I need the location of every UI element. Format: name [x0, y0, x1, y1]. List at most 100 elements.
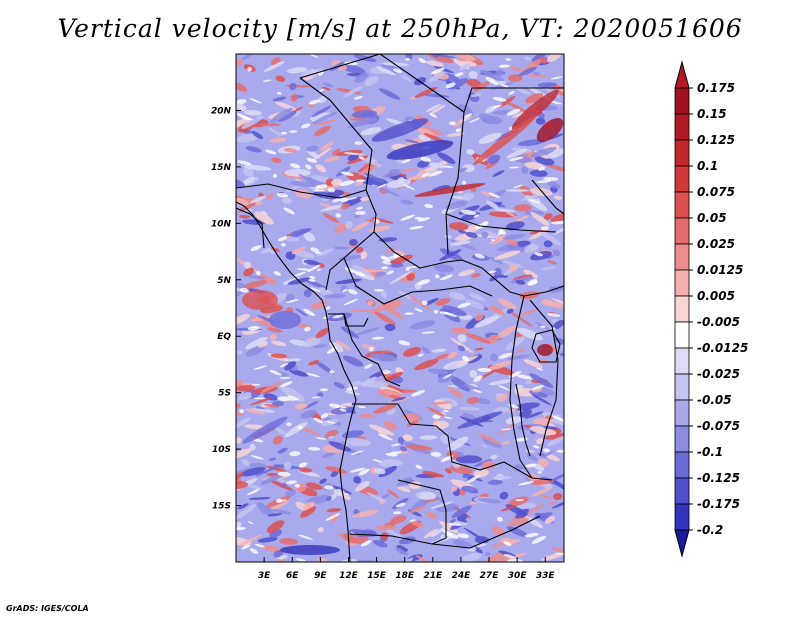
field-streak: [435, 353, 450, 360]
field-white-streak: [381, 369, 391, 375]
colorbar-label: -0.0125: [697, 341, 748, 355]
field-streak: [525, 516, 544, 529]
colorbar-label: 0.15: [697, 107, 727, 121]
field-streak: [364, 172, 386, 184]
field-white-streak: [237, 160, 252, 166]
field-streak: [529, 169, 548, 177]
field-streak: [327, 435, 335, 439]
field-white-streak: [327, 187, 336, 193]
field-streak: [523, 56, 532, 61]
field-white-streak: [468, 117, 481, 123]
field-streak: [328, 441, 352, 452]
border-congo: [343, 313, 401, 387]
field-white-streak: [429, 113, 438, 118]
field-streak: [342, 355, 364, 367]
field-streak: [312, 147, 332, 161]
field-streak: [390, 254, 413, 265]
field-streak: [509, 276, 534, 284]
field-streak: [273, 549, 284, 558]
field-streak: [489, 256, 504, 265]
field-streak: [302, 401, 319, 410]
field-white-streak: [320, 413, 329, 419]
colorbar-label: 0.005: [697, 289, 735, 303]
field-streak: [543, 240, 553, 248]
field-white-streak: [236, 98, 247, 104]
field-white-streak: [536, 367, 544, 371]
field-streak: [272, 400, 284, 407]
field-streak: [466, 396, 479, 405]
field-white-streak: [373, 288, 385, 292]
colorbar-segment: [674, 451, 690, 479]
field-streak: [439, 160, 448, 165]
field-streak: [326, 508, 342, 513]
field-streak: [352, 509, 379, 518]
field-streak: [277, 447, 288, 454]
field-white-streak: [440, 274, 453, 281]
field-streak: [272, 508, 292, 515]
field-white-streak: [492, 96, 507, 102]
field-streak: [552, 249, 561, 257]
field-streak: [268, 127, 283, 137]
field-streak: [503, 100, 529, 114]
field-white-streak: [442, 410, 449, 413]
field-streak: [317, 287, 334, 297]
field-streak: [399, 446, 407, 452]
field-streak: [236, 403, 241, 409]
field-white-streak: [503, 541, 512, 546]
field-streak: [374, 468, 386, 475]
field-white-streak: [279, 381, 293, 388]
field-streak: [364, 76, 379, 87]
field-streak: [550, 479, 564, 493]
field-streak: [306, 145, 319, 152]
field-white-streak: [392, 68, 403, 73]
field-streak: [414, 359, 439, 371]
colorbar-top-arrow: [674, 60, 690, 89]
field-white-streak: [247, 488, 260, 496]
field-white-streak: [310, 287, 321, 293]
field-streak: [241, 459, 250, 466]
field-streak: [236, 59, 244, 67]
field-white-streak: [332, 314, 343, 319]
field-streak: [242, 176, 256, 185]
field-white-streak: [417, 217, 430, 222]
field-white-streak: [262, 79, 272, 82]
field-white-streak: [360, 540, 372, 547]
field-streak: [491, 526, 505, 536]
colorbar-label: -0.005: [697, 315, 740, 329]
field-streak: [447, 436, 469, 451]
field-streak: [358, 164, 377, 176]
field-streak: [429, 104, 446, 115]
field-white-streak: [353, 96, 363, 100]
field-white-streak: [350, 450, 364, 456]
field-streak: [385, 371, 403, 382]
field-streak: [422, 93, 450, 98]
field-streak: [272, 435, 283, 445]
field-streak: [236, 481, 249, 490]
x-tick-label: 21E: [423, 571, 443, 581]
field-white-streak: [417, 279, 431, 285]
field-white-streak: [527, 279, 538, 286]
field-white-streak: [376, 183, 388, 189]
field-streak: [389, 270, 413, 285]
field-streak: [380, 493, 390, 499]
field-streak: [467, 354, 483, 364]
field-white-streak: [508, 90, 515, 95]
field-white-streak: [306, 372, 320, 378]
field-white-streak: [421, 331, 435, 334]
field-white-streak: [533, 445, 540, 449]
field-white-streak: [498, 352, 513, 359]
field-streak: [461, 485, 478, 493]
field-streak: [505, 211, 517, 218]
field-streak: [397, 436, 405, 445]
field-streak: [345, 220, 353, 229]
field-streak: [268, 457, 277, 461]
field-streak: [400, 74, 412, 83]
field-white-streak: [518, 481, 534, 486]
field-streak: [361, 380, 389, 388]
field-white-streak: [506, 108, 521, 116]
field-streak: [331, 178, 343, 186]
field-streak: [508, 74, 523, 83]
field-streak: [524, 411, 544, 419]
field-streak: [320, 141, 334, 152]
y-tick-label: 10S: [212, 445, 231, 455]
